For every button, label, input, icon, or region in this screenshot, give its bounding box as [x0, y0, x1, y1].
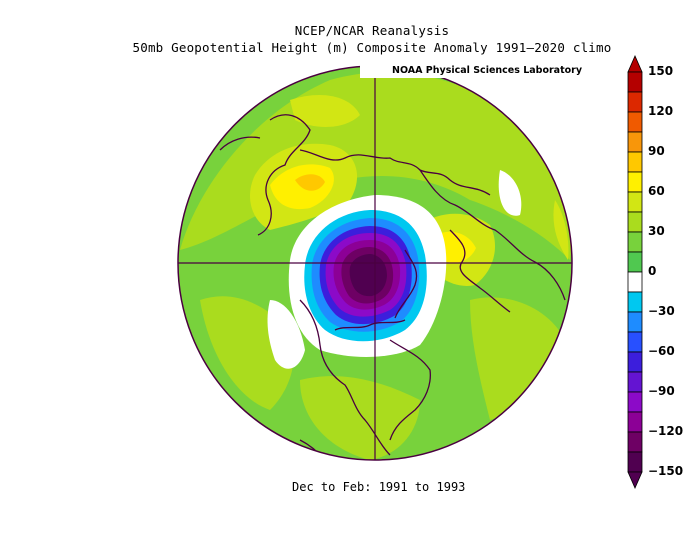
credit-box	[360, 62, 575, 78]
coast-europe	[449, 229, 511, 313]
colorbar-swatch	[627, 291, 643, 313]
coastlines	[219, 114, 566, 460]
field-white-northeast	[498, 170, 522, 216]
coast-kamchatka	[219, 136, 261, 151]
field-darkest-core	[349, 254, 387, 297]
coast-africa-north	[534, 261, 566, 301]
coast-siberia-north	[299, 149, 491, 196]
colorbar-swatch	[627, 91, 643, 113]
colorbar-top-arrow	[627, 55, 643, 73]
field-yellowgreen-atlantic	[470, 297, 565, 420]
colorbar-tick-label: 30	[648, 224, 665, 238]
colorbar-swatch	[627, 151, 643, 173]
chart-title: NCEP/NCAR Reanalysis	[294, 23, 450, 38]
colorbar-swatch	[627, 331, 643, 353]
colorbar-swatch	[627, 271, 643, 293]
colorbar-tick-label: 60	[648, 184, 665, 198]
colorbar-swatch	[627, 251, 643, 273]
colorbar-tick-label: −150	[648, 464, 684, 478]
colorbar	[627, 55, 643, 489]
coast-north-america-west	[299, 299, 391, 456]
colorbar-tick-label: 90	[648, 144, 665, 158]
colorbar-tick-label: −90	[648, 384, 675, 398]
colorbar-swatch	[627, 391, 643, 413]
colorbar-swatch	[627, 371, 643, 393]
field-orange-siberia	[295, 174, 325, 191]
colorbar-swatch	[627, 231, 643, 253]
colorbar-swatch	[627, 351, 643, 373]
colorbar-bottom-arrow	[627, 471, 643, 489]
colorbar-swatch	[627, 411, 643, 433]
date-range-label: Dec to Feb: 1991 to 1993	[292, 480, 466, 494]
colorbar-tick-label: −60	[648, 344, 675, 358]
colorbar-swatch	[627, 451, 643, 473]
colorbar-swatch	[627, 191, 643, 213]
field-lightyellow-east	[553, 200, 569, 260]
colorbar-tick-label: −30	[648, 304, 675, 318]
field-lightyellow-north	[290, 95, 360, 127]
colorbar-tick-label: 150	[648, 64, 674, 78]
field-white-pacific	[267, 300, 305, 369]
colorbar-tick-label: −120	[648, 424, 684, 438]
colorbar-swatch	[627, 311, 643, 333]
coast-north-america-east	[389, 339, 431, 441]
colorbar-swatch	[627, 171, 643, 193]
coast-canada-arctic	[334, 319, 406, 331]
credit-label: NOAA Physical Sciences Laboratory	[392, 65, 583, 76]
coast-siberia-east	[257, 114, 311, 236]
chart-subtitle: 50mb Geopotential Height (m) Composite A…	[132, 40, 612, 55]
colorbar-swatch	[627, 211, 643, 233]
coast-scandinavia	[419, 169, 536, 263]
colorbar-swatch	[627, 431, 643, 453]
colorbar-swatch	[627, 131, 643, 153]
colorbar-tick-label: 120	[648, 104, 674, 118]
colorbar-swatch	[627, 71, 643, 93]
coast-greenland	[394, 249, 418, 319]
colorbar-tick-label: 0	[648, 264, 657, 278]
colorbar-swatch	[627, 111, 643, 133]
